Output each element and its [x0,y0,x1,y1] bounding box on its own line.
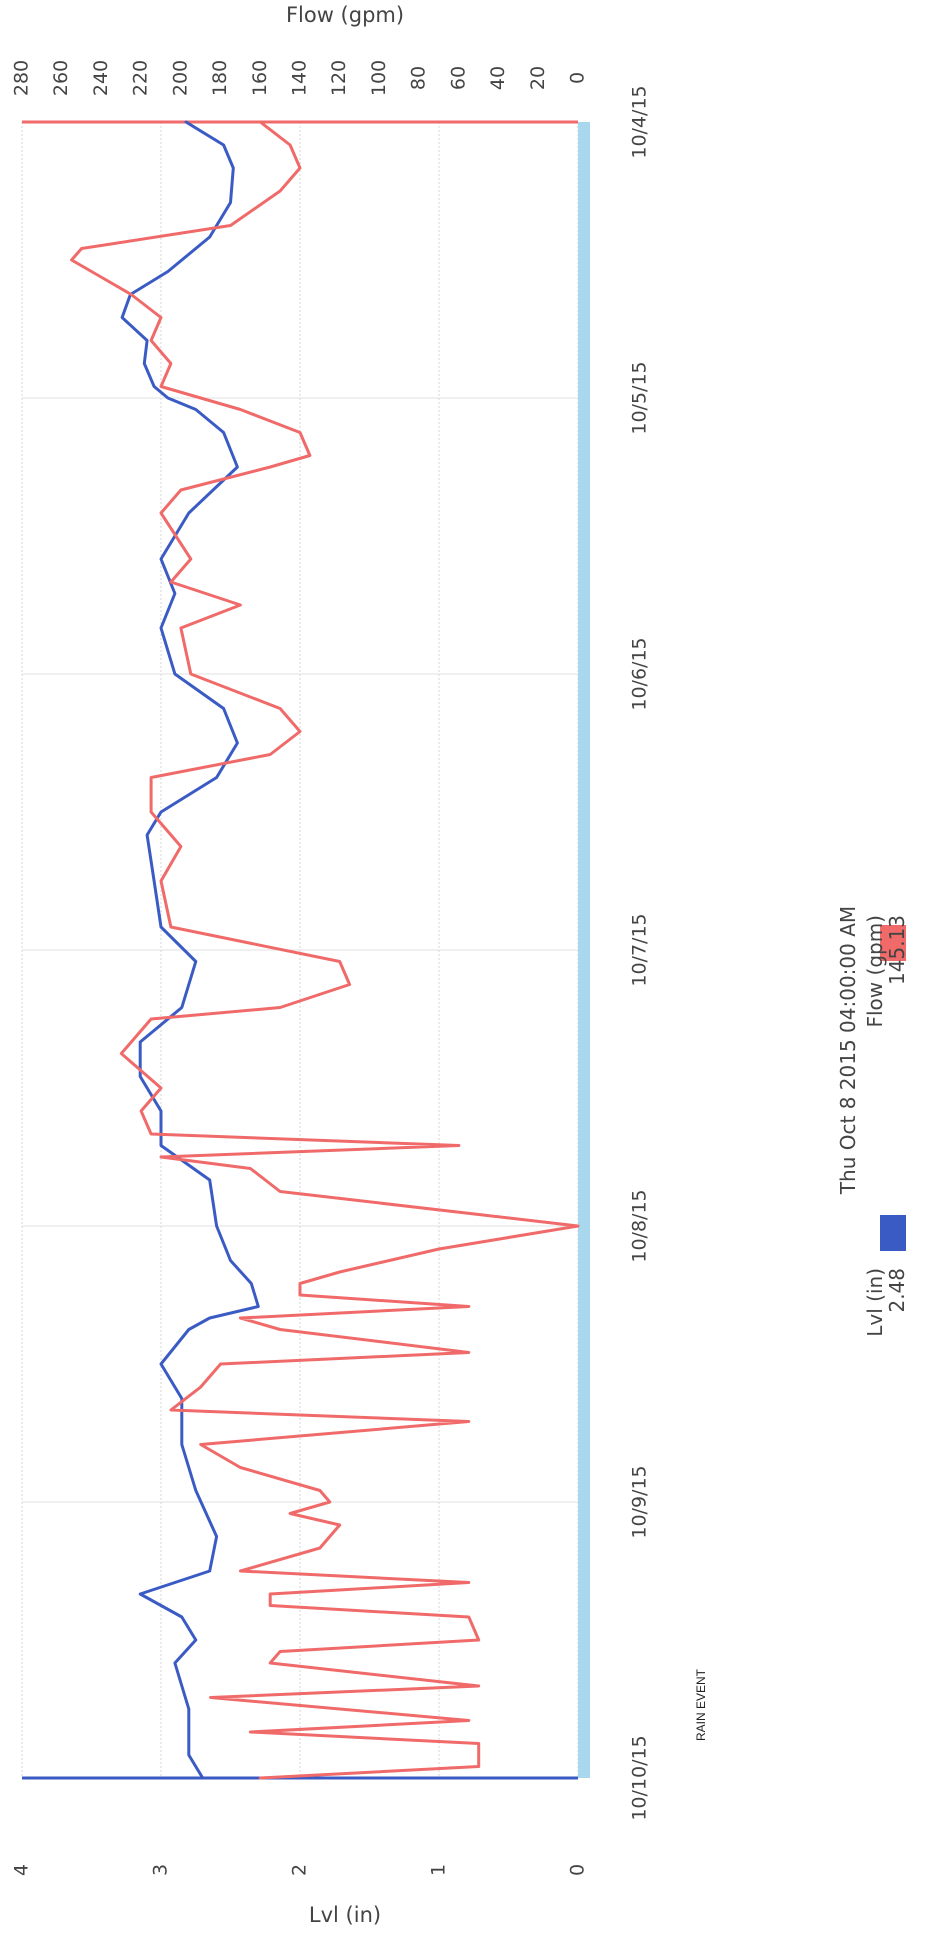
cursor-label-group: Thu Oct 8 2015 04:00:00 AM [836,906,860,1195]
right-tick-group-11: 220 [130,60,152,96]
level-series-line [120,120,260,1780]
right-tick-label: 200 [169,60,191,96]
right-tick-group-6: 120 [328,60,350,96]
date-tick-label: 10/4/15 [629,85,651,158]
right-tick-label: 40 [487,66,509,90]
date-tick-label: 10/9/15 [629,1465,651,1538]
left-tick-label: 1 [428,1864,450,1876]
right-tick-group-8: 160 [249,60,271,96]
right-tick-label: 60 [447,66,469,90]
legend-value-flow: 145.13 [885,915,909,985]
right-tick-label: 260 [50,60,72,96]
right-tick-group-7: 140 [289,60,311,96]
date-tick-group-1: 10/5/15 [629,361,651,434]
right-tick-label: 160 [249,60,271,96]
right-tick-label: 0 [567,72,589,84]
right-tick-label: 220 [130,60,152,96]
legend-label-level: Lvl (in) [863,1268,887,1337]
right-axis-title-group: Flow (gpm) [286,3,404,27]
grid-lines [21,121,579,1779]
tick-labels: 0 1 2 3 4 10/4/15 10/5/15 10/6/15 10/7/15 10/8/15… [11,60,651,1876]
axes [22,120,578,1780]
right-tick-group-3: 60 [447,66,469,90]
legend-swatch-flow [880,925,906,961]
date-tick-group-0: 10/4/15 [629,85,651,158]
right-tick-group-10: 200 [169,60,191,96]
legend-value-level: 2.48 [885,1268,909,1313]
left-tick-group-1: 1 [428,1864,450,1876]
legend-swatch-level [880,1215,906,1251]
right-tick-group-9: 180 [209,60,231,96]
left-tick-group-2: 2 [289,1864,311,1876]
rain-label-group: RAIN EVENT [694,1668,708,1741]
date-tick-label: 10/10/15 [629,1735,651,1820]
date-tick-group-5: 10/9/15 [629,1465,651,1538]
legend-label-flow: Flow (gpm) [863,915,887,1028]
legend: Lvl (in) 2.48 Flow (gpm) 145.13 [863,915,909,1337]
cursor-timestamp: Thu Oct 8 2015 04:00:00 AM [836,906,860,1195]
right-tick-group-13: 260 [50,60,72,96]
right-tick-label: 20 [527,66,549,90]
left-tick-label: 0 [567,1864,589,1876]
left-axis-title: Lvl (in) [309,1903,381,1927]
right-tick-label: 140 [289,60,311,96]
left-tick-group-4: 4 [11,1864,33,1876]
right-tick-label: 80 [408,66,430,90]
date-tick-group-3: 10/7/15 [629,913,651,986]
left-tick-group-3: 3 [150,1864,172,1876]
right-tick-group-12: 240 [90,60,112,96]
right-tick-group-2: 40 [487,66,509,90]
date-tick-label: 10/5/15 [629,361,651,434]
left-tick-group-0: 0 [567,1864,589,1876]
rain-event-strip [578,122,590,1778]
right-tick-group-1: 20 [527,66,549,90]
date-tick-label: 10/8/15 [629,1189,651,1262]
right-tick-group-0: 0 [567,72,589,84]
right-tick-group-4: 80 [408,66,430,90]
date-tick-label: 10/6/15 [629,637,651,710]
right-tick-group-14: 280 [11,60,33,96]
series-layer [70,120,580,1780]
left-axis-title-group: Lvl (in) [309,1903,381,1927]
rain-event-label: RAIN EVENT [694,1668,708,1741]
right-tick-group-5: 100 [368,60,390,96]
date-tick-group-2: 10/6/15 [629,637,651,710]
right-tick-label: 180 [209,60,231,96]
right-axis-title: Flow (gpm) [286,3,404,27]
date-tick-group-6: 10/10/15 [629,1735,651,1820]
left-tick-label: 2 [289,1864,311,1876]
flow-series-line [70,120,580,1780]
right-tick-label: 280 [11,60,33,96]
left-tick-label: 4 [11,1864,33,1876]
date-tick-group-4: 10/8/15 [629,1189,651,1262]
right-tick-label: 120 [328,60,350,96]
right-tick-label: 100 [368,60,390,96]
rain-event-band [578,122,590,1778]
date-tick-label: 10/7/15 [629,913,651,986]
right-tick-label: 240 [90,60,112,96]
left-tick-label: 3 [150,1864,172,1876]
